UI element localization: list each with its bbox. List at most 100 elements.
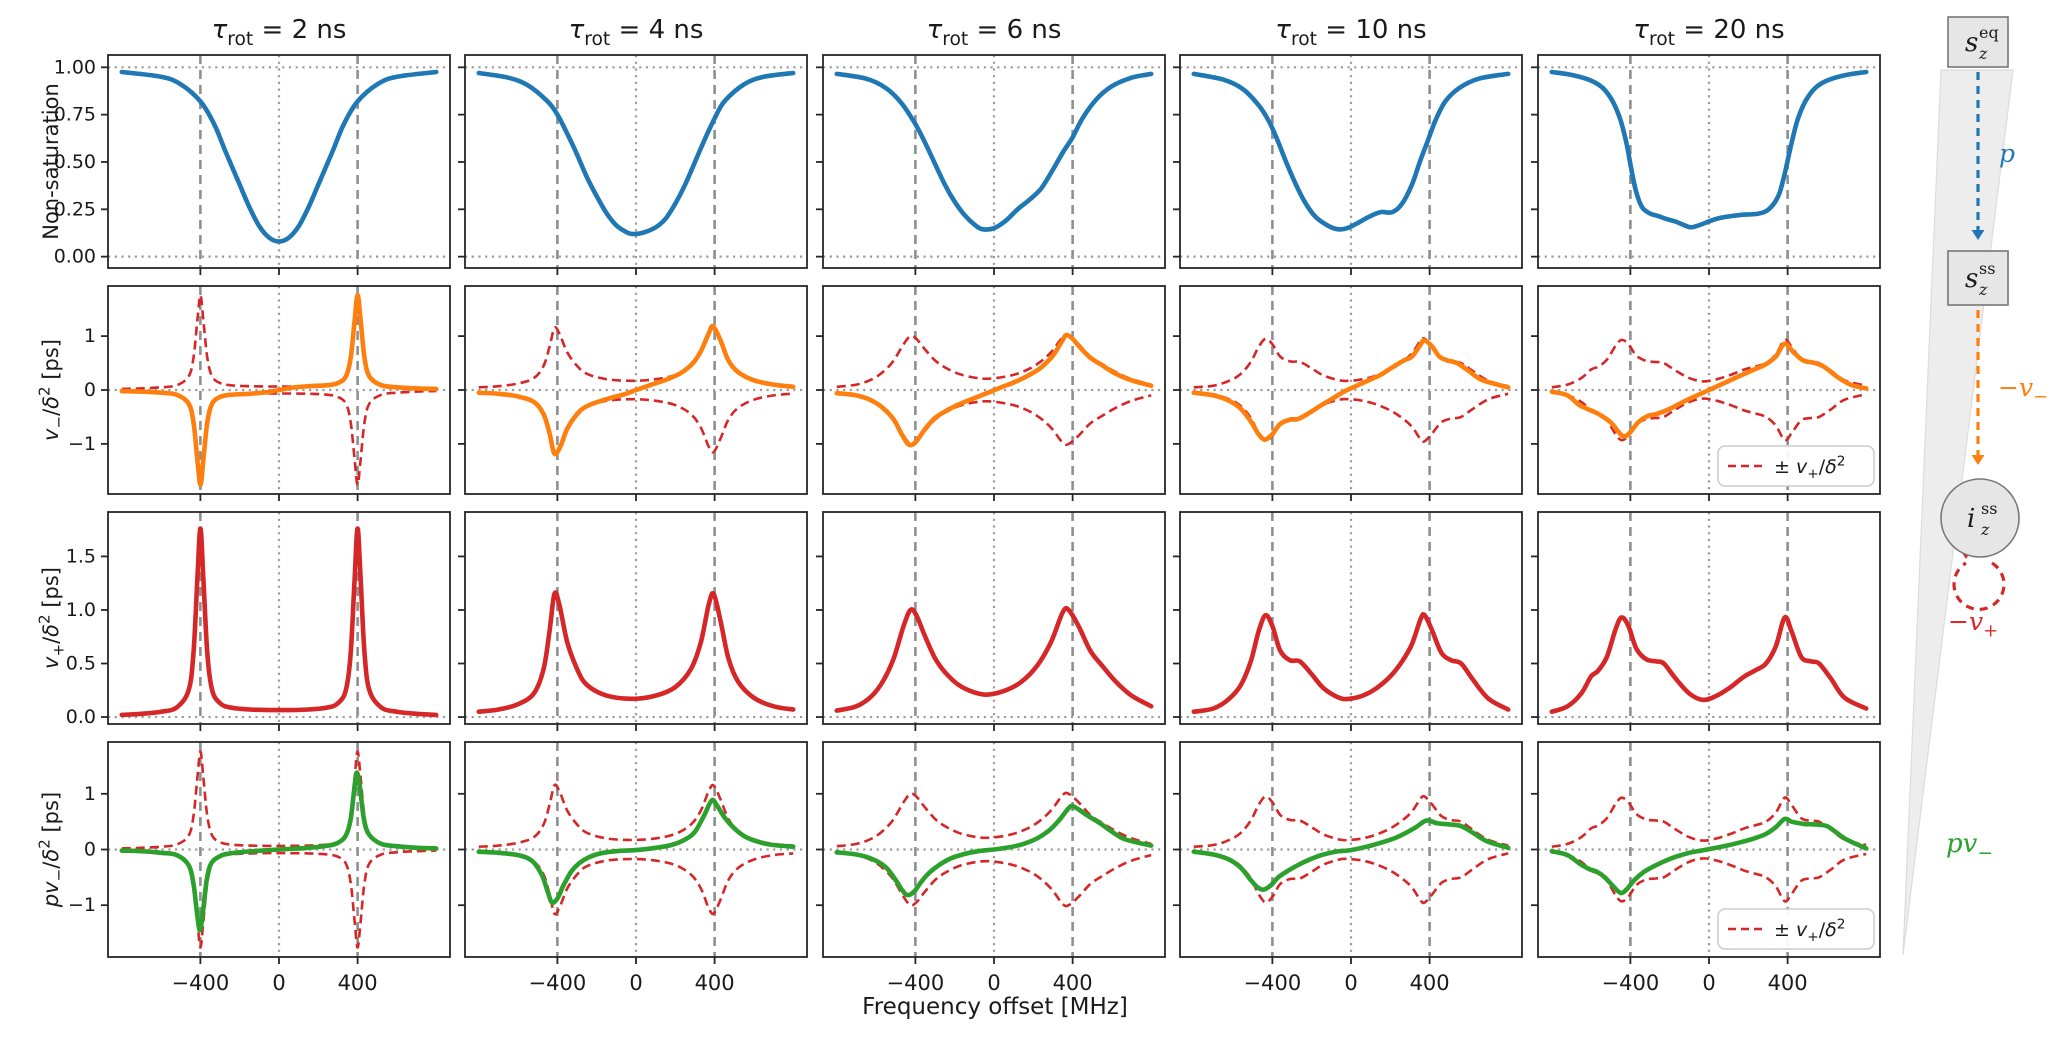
node-subscript: z [1980, 520, 1990, 539]
curve-s [119, 69, 439, 244]
y-tick-label: 0.00 [54, 246, 96, 268]
y-tick-label: 1 [84, 783, 96, 805]
arrowhead-icon [1971, 455, 1985, 465]
y-tick-label: 0.5 [66, 653, 96, 675]
curve-envelope-minus-vplus [121, 389, 437, 487]
axes-spines [1179, 511, 1523, 725]
x-tick-label: 400 [1768, 971, 1808, 995]
subplot-r1c4 [1173, 54, 1523, 275]
y-tick-label: −1 [68, 433, 96, 455]
axes-spines [464, 511, 808, 725]
curve-envelope-plus-vplus [836, 791, 1152, 848]
x-tick-label: 400 [695, 971, 735, 995]
row-ylabel-vplus: v+/δ2 [ps] [36, 567, 68, 669]
curve-envelope-minus-vplus [1193, 851, 1509, 905]
y-tick-label: 0.75 [54, 104, 96, 126]
curve-pvminus [834, 803, 1154, 898]
x-tick-label: 400 [1053, 971, 1093, 995]
subplot-r4c4: −400 0 400 [1173, 741, 1523, 995]
curve-s [834, 71, 1154, 232]
subplot-r4c5: −400 0 400 ± v+/δ2 [1531, 741, 1881, 995]
node-subscript: z [1978, 280, 1988, 299]
y-tick-label: 1.0 [66, 599, 96, 621]
x-tick-label: −400 [529, 971, 587, 995]
curve-envelope-minus-vplus [836, 391, 1152, 447]
curve-vminus [119, 292, 439, 488]
subplot-r2c3 [816, 285, 1166, 501]
row-ylabel-s: Non-saturation [39, 83, 63, 240]
subplot-r2c5: ± v+/δ2 [1531, 285, 1881, 501]
subplot-r3c4 [1173, 511, 1523, 731]
curve-s [1191, 71, 1511, 232]
y-tick-label: 0 [84, 839, 96, 861]
curve-pvminus [119, 770, 439, 933]
curve-vplus [1191, 611, 1511, 714]
subplot-r2c2 [458, 285, 808, 501]
x-tick-label: 0 [1702, 971, 1715, 995]
diagram-node-circle [1940, 478, 2020, 558]
diagram-arrow-label: −v− [1998, 373, 2048, 408]
self-loop-arrow [1952, 561, 2006, 611]
x-tick-label: −400 [887, 971, 945, 995]
x-tick-label: 400 [338, 971, 378, 995]
node-symbol: s [1965, 264, 1978, 294]
curve-envelope-plus-vplus [1551, 796, 1867, 848]
y-tick-label: 1.5 [66, 545, 96, 567]
curve-s [476, 70, 796, 237]
curve-vminus [1549, 341, 1869, 439]
legend-box [1717, 908, 1875, 950]
subplot-r1c1: 0.00 0.25 0.50 0.75 1.00 [54, 54, 451, 275]
curve-vminus [476, 323, 796, 457]
y-tick-label: 1.00 [54, 56, 96, 78]
subplot-r4c2: −400 0 400 [458, 741, 808, 995]
curve-envelope-plus-vplus [1193, 794, 1509, 848]
x-tick-label: 0 [1344, 971, 1357, 995]
x-tick-label: 0 [629, 971, 642, 995]
x-tick-label: −400 [172, 971, 230, 995]
subplot-r4c3: −400 0 400 [816, 741, 1166, 995]
node-superscript: ss [1981, 499, 1997, 518]
row-ylabel-pvminus: pv−/δ2 [ps] [36, 792, 68, 908]
curve-pvminus [1191, 818, 1511, 892]
node-superscript: eq [1979, 23, 1999, 42]
curve-envelope-plus-vplus [121, 750, 437, 850]
curve-pvminus [1549, 816, 1869, 896]
column-title-4: τrot = 4 ns [569, 15, 704, 50]
node-subscript: z [1978, 44, 1988, 63]
self-loop-label: −v+ [1948, 607, 1998, 642]
subplot-r1c5 [1531, 54, 1881, 275]
y-tick-label: 0.0 [66, 706, 96, 728]
row-ylabel-vminus: v−/δ2 [ps] [36, 339, 68, 441]
diagram-node-box [1947, 16, 2009, 68]
y-tick-label: 0.25 [54, 198, 96, 220]
x-axis-label: Frequency offset [MHz] [862, 994, 1128, 1020]
subplot-r1c3 [816, 54, 1166, 275]
x-tick-label: −400 [1244, 971, 1302, 995]
column-title-2: τrot = 2 ns [212, 15, 347, 50]
column-title-10: τrot = 10 ns [1275, 15, 1426, 50]
column-title-20: τrot = 20 ns [1633, 15, 1784, 50]
flow-label-pvminus: pv− [1946, 829, 1993, 864]
diagram-node-box [1947, 250, 2009, 306]
y-tick-label: 1 [84, 325, 96, 347]
node-symbol: i [1967, 504, 1975, 534]
x-tick-label: −400 [1602, 971, 1660, 995]
subplot-r3c5 [1531, 511, 1881, 731]
subplot-r3c3 [816, 511, 1166, 731]
subplot-r3c2 [458, 511, 808, 731]
arrowhead-icon [1971, 230, 1985, 240]
subplot-r1c2 [458, 54, 808, 275]
column-title-6: τrot = 6 ns [927, 15, 1062, 50]
legend-label: ± v+/δ2 [1774, 916, 1845, 945]
curve-vplus [476, 590, 796, 714]
curve-vminus [1191, 338, 1511, 442]
x-tick-label: 0 [272, 971, 285, 995]
node-symbol: s [1965, 28, 1978, 58]
curve-envelope-plus-vplus [1551, 338, 1867, 389]
curve-vminus [834, 332, 1154, 448]
curve-pvminus [476, 797, 796, 905]
curve-vplus [119, 526, 439, 718]
